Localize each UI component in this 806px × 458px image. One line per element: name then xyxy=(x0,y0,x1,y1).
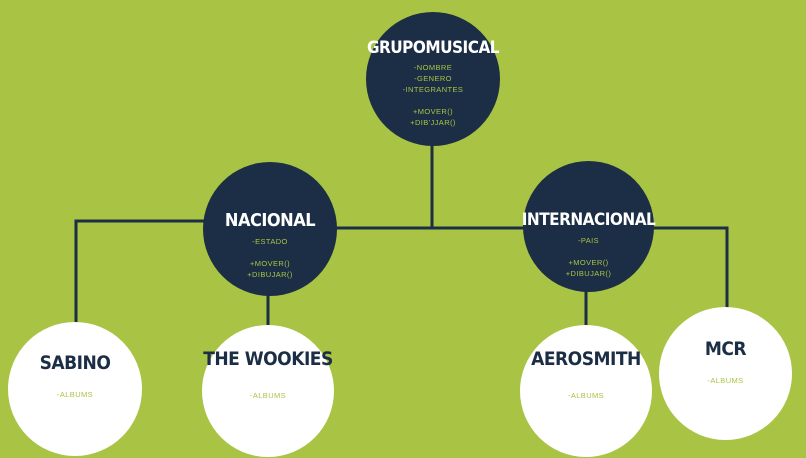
method-dibujar: +DIBUJAR() xyxy=(565,269,612,278)
attribute-albums: -ALBUMS xyxy=(707,376,744,385)
node-sabino: SABINO -ALBUMS xyxy=(8,322,142,456)
node-mcr-title: MCR xyxy=(704,338,747,360)
attribute-albums: -ALBUMS xyxy=(249,391,287,400)
attribute-integrantes: -INTEGRANTES xyxy=(402,85,464,94)
method-dibujar: +DIBUJAR() xyxy=(247,270,293,279)
method-mover: +MOVER() xyxy=(249,259,291,268)
node-aerosmith-title: AEROSMITH xyxy=(531,348,641,370)
method-mover: +MOVER() xyxy=(412,107,454,116)
node-internacional: INTERNACIONAL -PAIS +MOVER() +DIBUJAR() xyxy=(521,161,656,292)
method-mover: +MOVER() xyxy=(568,258,609,267)
node-grupomusical: GRUPOMUSICAL -NOMBRE -GENERO -INTEGRANTE… xyxy=(366,12,500,146)
node-sabino-title: SABINO xyxy=(39,352,111,374)
node-the-wookies-title: THE WOOKIES xyxy=(203,348,333,370)
node-nacional: NACIONAL -ESTADO +MOVER() +DIBUJAR() xyxy=(203,162,337,296)
attribute-genero: -GENERO xyxy=(414,74,452,83)
node-grupomusical-title: GRUPOMUSICAL xyxy=(366,38,500,58)
node-nacional-title: NACIONAL xyxy=(224,210,316,231)
node-mcr: MCR -ALBUMS xyxy=(659,307,792,440)
method-dibujar: +DIB'JJAR() xyxy=(410,118,456,127)
attribute-albums: -ALBUMS xyxy=(56,390,94,399)
attribute-estado: -ESTADO xyxy=(252,237,288,246)
attribute-nombre: -NOMBRE xyxy=(413,63,453,72)
node-aerosmith: AEROSMITH -ALBUMS xyxy=(520,325,652,457)
node-internacional-title: INTERNACIONAL xyxy=(521,210,656,230)
attribute-albums: -ALBUMS xyxy=(567,391,605,400)
attribute-pais: -PAIS xyxy=(577,236,600,245)
node-the-wookies: THE WOOKIES -ALBUMS xyxy=(202,325,334,457)
